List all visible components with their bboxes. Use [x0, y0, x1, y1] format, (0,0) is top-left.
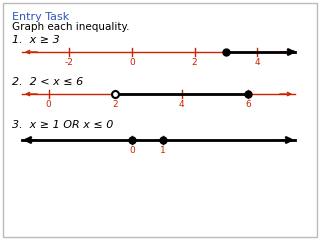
Text: 2: 2: [112, 100, 118, 109]
Text: 3.  x ≥ 1 OR x ≤ 0: 3. x ≥ 1 OR x ≤ 0: [12, 120, 113, 130]
Text: 0: 0: [129, 146, 135, 155]
Text: Graph each inequality.: Graph each inequality.: [12, 22, 130, 32]
Text: 2: 2: [192, 58, 197, 67]
Text: 4: 4: [254, 58, 260, 67]
Text: Entry Task: Entry Task: [12, 12, 69, 22]
Text: 0: 0: [129, 58, 135, 67]
Text: 1.  x ≥ 3: 1. x ≥ 3: [12, 35, 60, 45]
Text: 4: 4: [179, 100, 185, 109]
Text: 6: 6: [245, 100, 251, 109]
Text: 0: 0: [46, 100, 52, 109]
Text: 2.  2 < x ≤ 6: 2. 2 < x ≤ 6: [12, 77, 83, 87]
Text: 1: 1: [160, 146, 166, 155]
Text: -2: -2: [65, 58, 74, 67]
